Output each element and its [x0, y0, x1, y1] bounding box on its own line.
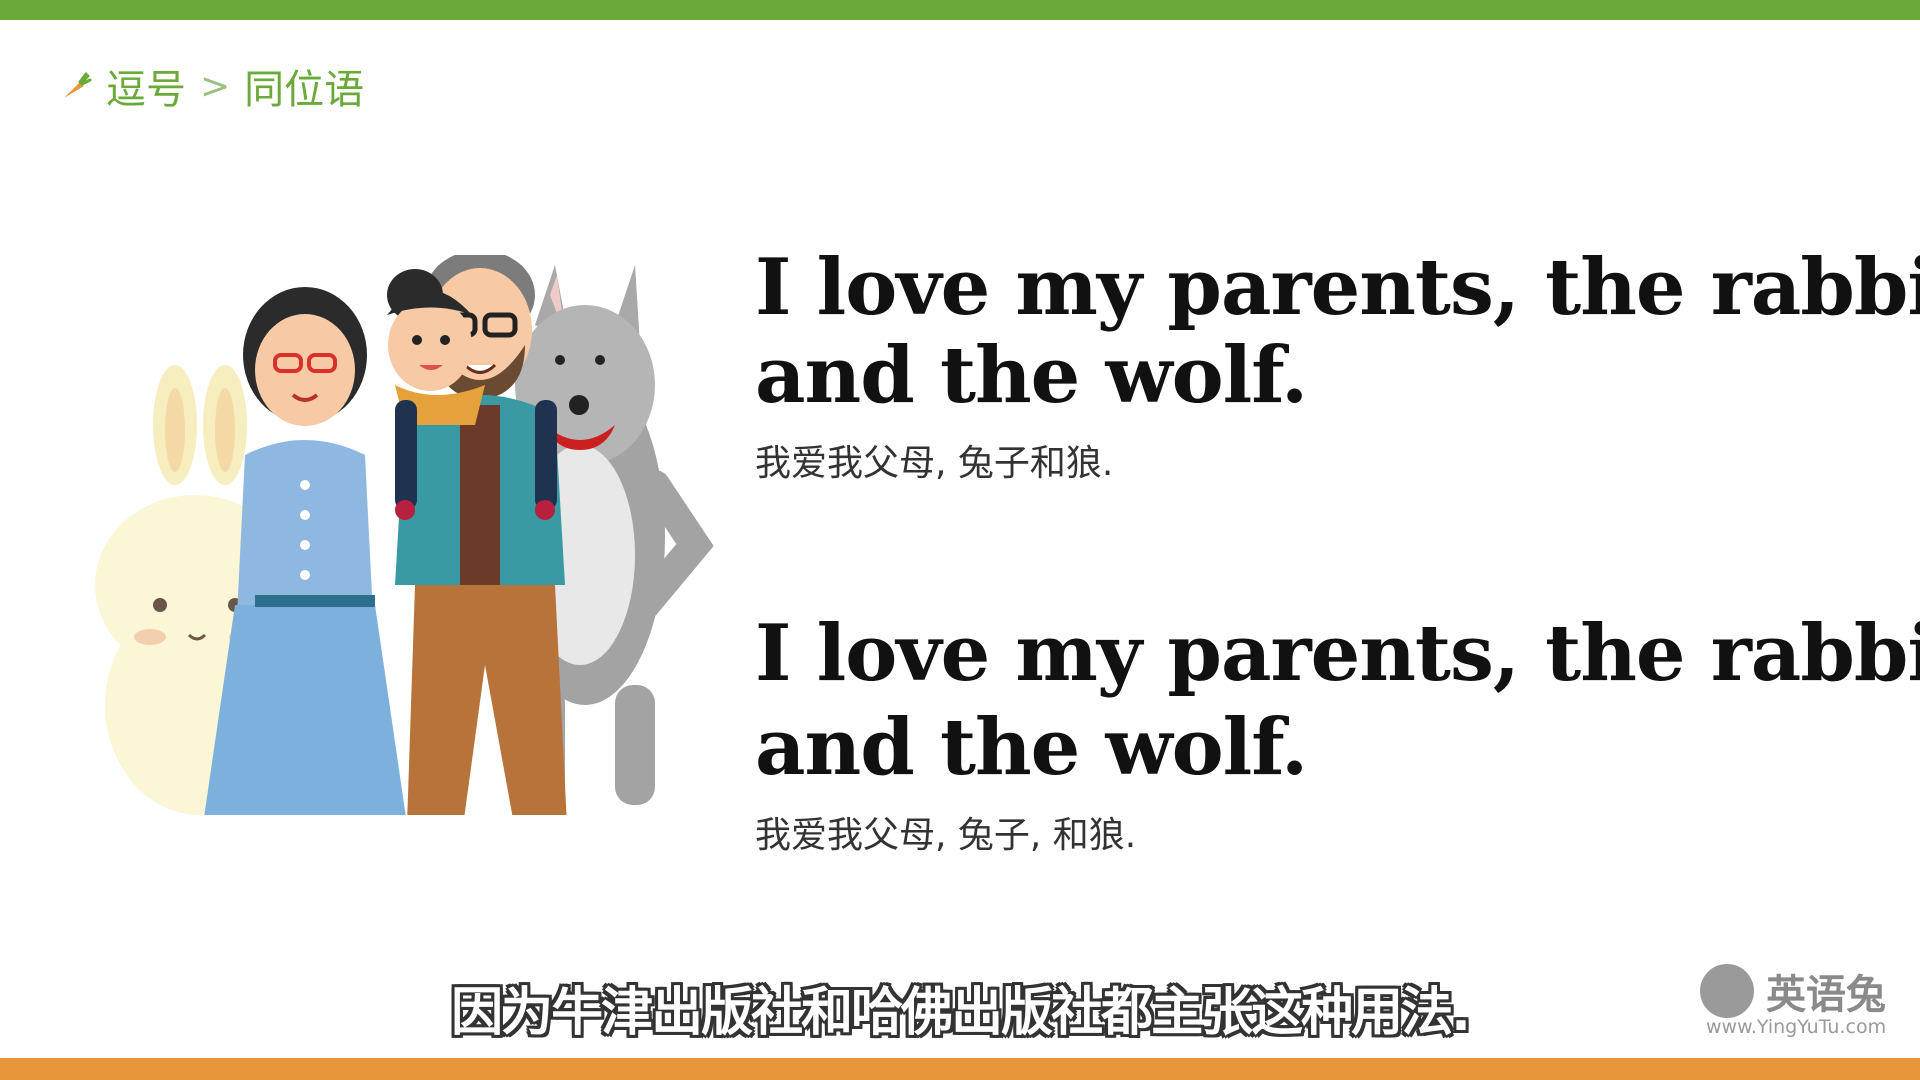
breadcrumb: 逗号 > 同位语: [60, 58, 364, 114]
watermark-name: 英语兔: [1766, 971, 1886, 1018]
english-line-1: I love my parents, the rabbit: [755, 242, 1920, 333]
english-line-2: and the wolf.: [755, 702, 1308, 793]
watermark: 英语兔 www.YingYuTu.com: [1700, 960, 1900, 1040]
family-illustration: [95, 255, 714, 815]
english-line-1-text: I love my parents, the rabbit: [755, 608, 1920, 699]
top-accent-bar: [0, 0, 1920, 20]
english-sentence: I love my parents, the rabbit and the wo…: [755, 242, 1920, 421]
bottom-accent-bar: [0, 1058, 1920, 1080]
mother-figure: [204, 287, 406, 815]
english-line-2: and the wolf.: [755, 330, 1308, 421]
daughter-figure: [387, 269, 557, 520]
breadcrumb-topic: 同位语: [244, 67, 365, 113]
example-sentence-2: I love my parents, the rabbit, and the w…: [755, 604, 1920, 858]
rabbit-logo-icon: [1700, 964, 1754, 1018]
chinese-translation: 我爱我父母, 兔子, 和狼.: [755, 815, 1137, 856]
example-sentence-1: I love my parents, the rabbit and the wo…: [755, 242, 1920, 486]
chinese-translation: 我爱我父母, 兔子和狼.: [755, 443, 1114, 484]
breadcrumb-separator: >: [200, 65, 231, 107]
video-subtitle: 因为牛津出版社和哈佛出版社都主张这种用法.: [451, 983, 1471, 1043]
english-line-1: I love my parents, the rabbit,: [755, 604, 1920, 704]
carrot-icon: [64, 72, 92, 98]
watermark-url: www.YingYuTu.com: [1706, 1016, 1887, 1038]
english-sentence: I love my parents, the rabbit, and the w…: [755, 604, 1920, 793]
father-figure: [395, 255, 567, 815]
breadcrumb-section: 逗号: [106, 67, 186, 113]
